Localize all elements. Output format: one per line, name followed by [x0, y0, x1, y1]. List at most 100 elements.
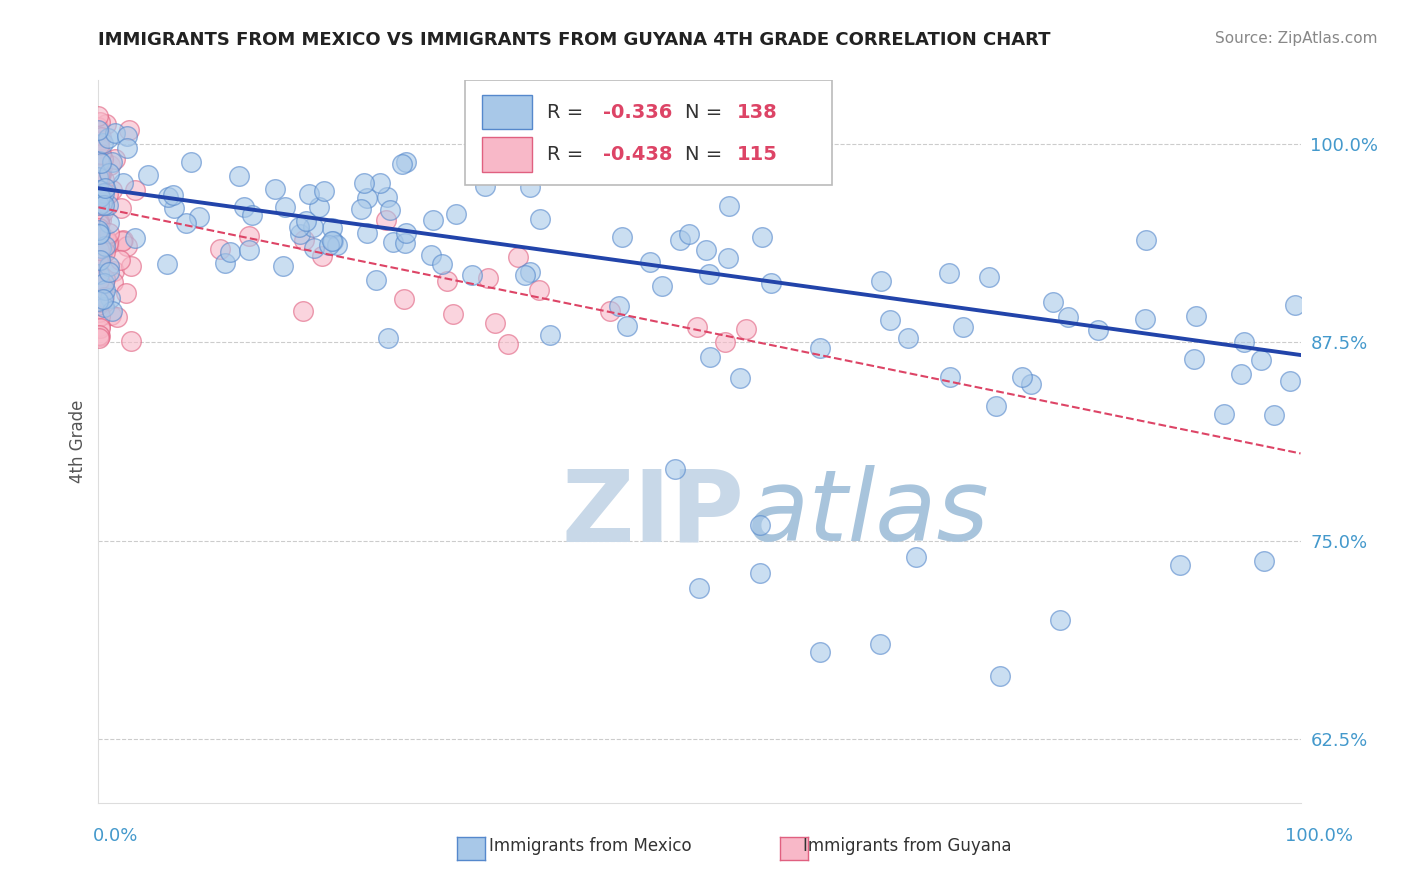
Point	[87, 123, 110, 137]
Point	[381, 235, 404, 249]
Point	[87, 171, 110, 186]
Point	[98, 216, 121, 230]
Point	[538, 328, 561, 343]
Point	[87, 223, 110, 237]
Bar	[482, 95, 533, 129]
Point	[302, 240, 325, 254]
Point	[89, 252, 111, 267]
Point	[89, 152, 111, 166]
Point	[527, 283, 550, 297]
Point	[101, 304, 124, 318]
Point	[87, 230, 110, 244]
Point	[180, 155, 202, 169]
Point	[93, 300, 115, 314]
Point	[638, 254, 661, 268]
Point	[94, 232, 117, 246]
Text: Immigrants from Guyana: Immigrants from Guyana	[803, 837, 1011, 855]
Point	[375, 190, 398, 204]
Point	[90, 156, 112, 170]
Point	[288, 219, 311, 234]
Point	[350, 202, 373, 216]
Point	[124, 230, 146, 244]
Point	[90, 213, 112, 227]
Point	[214, 256, 236, 270]
Point	[717, 251, 740, 265]
Point	[394, 235, 416, 250]
Point	[97, 166, 120, 180]
Point	[1019, 376, 1042, 391]
Point	[374, 212, 396, 227]
Point	[870, 274, 893, 288]
Point	[87, 247, 110, 261]
Point	[697, 267, 720, 281]
Text: 0.0%: 0.0%	[93, 827, 138, 845]
Text: 115: 115	[737, 145, 778, 164]
Point	[377, 331, 399, 345]
Point	[290, 227, 312, 241]
Point	[89, 267, 111, 281]
Point	[879, 312, 901, 326]
Point	[422, 213, 444, 227]
Point	[238, 229, 260, 244]
Point	[124, 183, 146, 197]
Point	[508, 250, 530, 264]
Point	[97, 131, 120, 145]
Point	[474, 179, 496, 194]
Point	[87, 213, 110, 227]
Point	[89, 321, 111, 335]
Point	[89, 190, 111, 204]
Point	[94, 244, 117, 259]
Text: N =: N =	[685, 103, 728, 121]
Point	[94, 238, 117, 252]
Point	[378, 202, 401, 217]
Point	[100, 158, 122, 172]
Point	[312, 184, 335, 198]
Point	[87, 282, 110, 296]
Point	[519, 180, 541, 194]
Point	[678, 227, 700, 241]
Point	[90, 147, 112, 161]
Point	[714, 334, 737, 349]
Text: ZIP: ZIP	[561, 466, 744, 562]
Point	[90, 278, 112, 293]
Point	[101, 275, 124, 289]
Point	[120, 334, 142, 348]
Point	[87, 186, 110, 200]
Point	[939, 370, 962, 384]
Point	[162, 187, 184, 202]
Point	[108, 252, 131, 267]
Point	[441, 307, 464, 321]
Point	[321, 234, 343, 248]
Point	[87, 138, 110, 153]
Point	[87, 183, 110, 197]
Point	[87, 267, 110, 281]
Point	[1049, 613, 1071, 627]
Point	[115, 286, 138, 301]
Point	[1042, 294, 1064, 309]
Point	[93, 198, 115, 212]
Point	[761, 276, 783, 290]
Point	[87, 301, 110, 316]
Point	[651, 279, 673, 293]
Point	[91, 280, 114, 294]
Point	[94, 117, 117, 131]
Point	[1133, 312, 1156, 326]
Point	[93, 276, 115, 290]
Point	[91, 269, 114, 284]
Point	[157, 190, 180, 204]
Point	[1170, 558, 1192, 572]
Point	[368, 176, 391, 190]
Point	[751, 230, 773, 244]
Point	[988, 669, 1011, 683]
Point	[115, 239, 138, 253]
Point	[111, 234, 134, 248]
Point	[228, 169, 250, 183]
Point	[93, 186, 115, 201]
Point	[87, 331, 110, 345]
Point	[90, 241, 112, 255]
Point	[529, 212, 551, 227]
Point	[748, 517, 770, 532]
Point	[89, 282, 111, 296]
Point	[187, 210, 209, 224]
Point	[1185, 310, 1208, 324]
